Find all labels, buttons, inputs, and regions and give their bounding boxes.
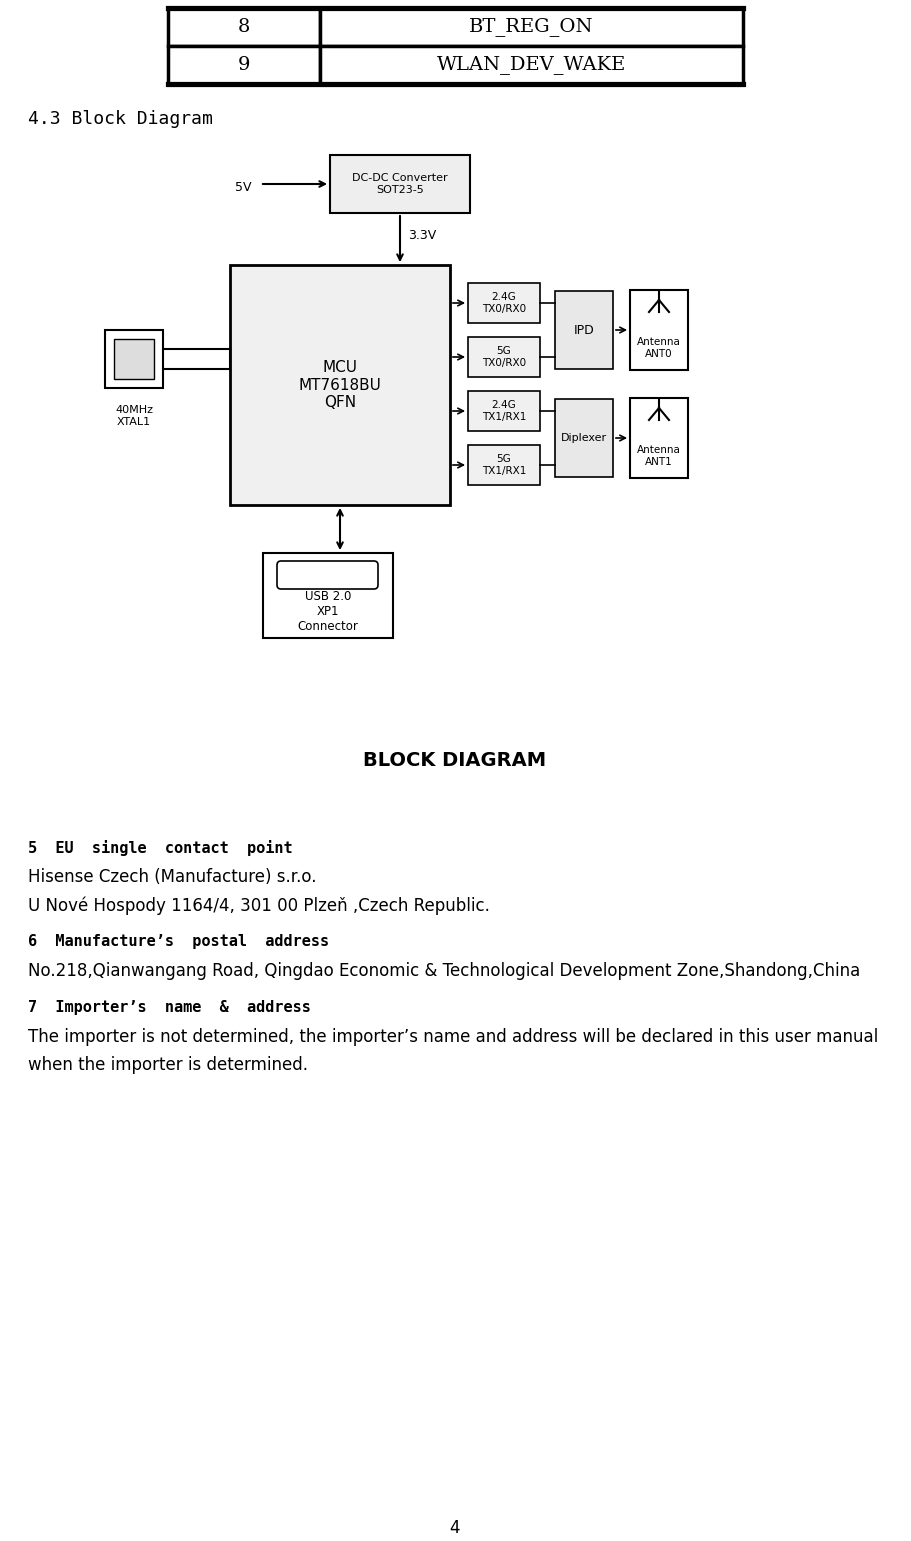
Bar xyxy=(114,339,154,379)
Text: 5V: 5V xyxy=(236,180,252,194)
Text: 3.3V: 3.3V xyxy=(408,228,436,242)
Text: 7  Importer’s  name  &  address: 7 Importer’s name & address xyxy=(28,1000,311,1016)
Bar xyxy=(468,337,540,378)
Text: 6  Manufacture’s  postal  address: 6 Manufacture’s postal address xyxy=(28,934,329,949)
Bar xyxy=(105,330,163,388)
Text: The importer is not determined, the importer’s name and address will be declared: The importer is not determined, the impo… xyxy=(28,1028,878,1046)
Bar xyxy=(168,46,320,85)
FancyBboxPatch shape xyxy=(277,561,378,589)
Text: WLAN_DEV_WAKE: WLAN_DEV_WAKE xyxy=(437,55,626,74)
Text: 4: 4 xyxy=(450,1519,460,1536)
Bar xyxy=(468,391,540,431)
Text: 4.3 Block Diagram: 4.3 Block Diagram xyxy=(28,109,213,128)
Bar xyxy=(230,265,450,505)
Bar xyxy=(263,553,393,638)
Text: when the importer is determined.: when the importer is determined. xyxy=(28,1056,308,1074)
Bar xyxy=(320,8,743,46)
Bar xyxy=(630,290,688,370)
Bar xyxy=(330,156,470,213)
Text: BT_REG_ON: BT_REG_ON xyxy=(469,17,594,37)
Text: IPD: IPD xyxy=(574,324,594,336)
Bar xyxy=(468,445,540,485)
Text: MCU
MT7618BU
QFN: MCU MT7618BU QFN xyxy=(299,361,382,410)
Text: Hisense Czech (Manufacture) s.r.o.: Hisense Czech (Manufacture) s.r.o. xyxy=(28,868,316,886)
Bar xyxy=(320,46,743,85)
Text: 5  EU  single  contact  point: 5 EU single contact point xyxy=(28,840,292,855)
Text: Diplexer: Diplexer xyxy=(561,433,607,442)
Bar xyxy=(555,399,613,478)
Text: BLOCK DIAGRAM: BLOCK DIAGRAM xyxy=(363,750,547,769)
Text: 40MHz
XTAL1: 40MHz XTAL1 xyxy=(115,405,153,427)
Text: 5G
TX1/RX1: 5G TX1/RX1 xyxy=(482,455,527,476)
Bar xyxy=(555,291,613,368)
Text: USB 2.0
XP1
Connector: USB 2.0 XP1 Connector xyxy=(298,590,358,632)
Bar xyxy=(168,8,320,46)
Text: 9: 9 xyxy=(238,55,251,74)
Text: No.218,Qianwangang Road, Qingdao Economic & Technological Development Zone,Shand: No.218,Qianwangang Road, Qingdao Economi… xyxy=(28,962,860,980)
Text: U Nové Hospody 1164/4, 301 00 Plzeň ,Czech Republic.: U Nové Hospody 1164/4, 301 00 Plzeň ,Cze… xyxy=(28,895,490,914)
Text: 8: 8 xyxy=(238,18,251,35)
Text: 5G
TX0/RX0: 5G TX0/RX0 xyxy=(482,347,526,368)
Text: DC-DC Converter
SOT23-5: DC-DC Converter SOT23-5 xyxy=(353,173,448,194)
Text: Antenna
ANT1: Antenna ANT1 xyxy=(637,445,681,467)
Bar xyxy=(630,398,688,478)
Bar xyxy=(468,284,540,324)
Text: Antenna
ANT0: Antenna ANT0 xyxy=(637,337,681,359)
Text: 2.4G
TX0/RX0: 2.4G TX0/RX0 xyxy=(482,293,526,314)
Text: 2.4G
TX1/RX1: 2.4G TX1/RX1 xyxy=(482,401,527,422)
